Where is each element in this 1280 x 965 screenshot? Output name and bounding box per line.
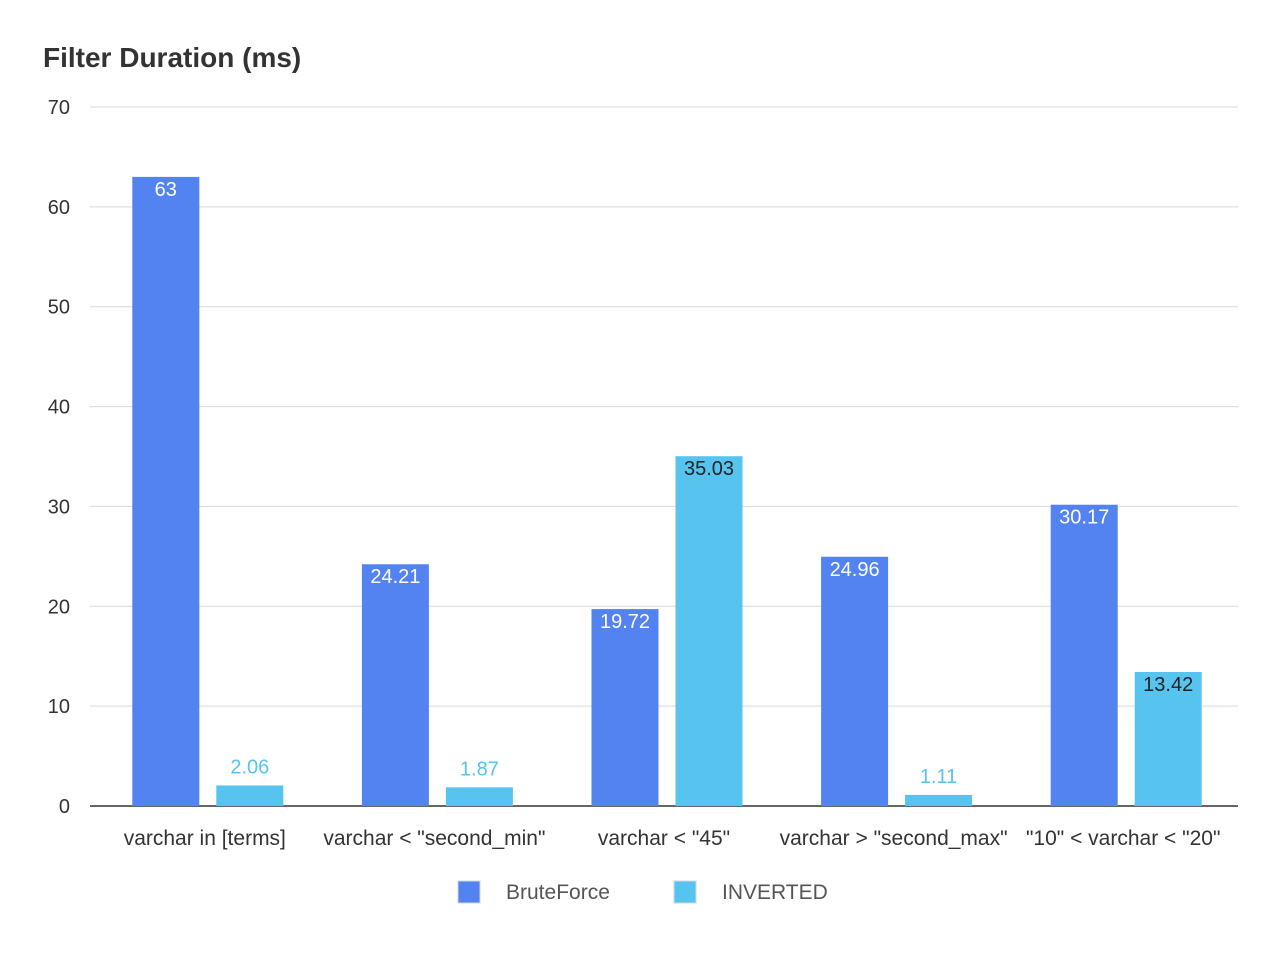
x-tick-label: varchar < "second_min" xyxy=(323,827,545,850)
y-tick-label: 0 xyxy=(59,796,70,818)
y-tick-label: 20 xyxy=(48,596,70,618)
y-tick-label: 40 xyxy=(48,397,70,419)
x-tick-label: varchar < "45" xyxy=(598,827,730,850)
data-label: 24.21 xyxy=(370,566,420,588)
bar xyxy=(445,787,513,806)
y-tick-label: 70 xyxy=(48,97,70,119)
bar xyxy=(905,794,973,806)
legend-swatch xyxy=(673,880,697,904)
data-label: 63 xyxy=(155,179,177,201)
y-tick-label: 60 xyxy=(48,197,70,219)
bar xyxy=(675,456,743,806)
bar xyxy=(216,785,284,806)
bar xyxy=(132,176,200,806)
legend-label: INVERTED xyxy=(722,881,828,904)
x-tick-label: varchar > "second_max" xyxy=(780,827,1008,850)
data-label: 19.72 xyxy=(600,611,650,633)
y-tick-label: 10 xyxy=(48,696,70,718)
y-tick-label: 30 xyxy=(48,496,70,518)
bar xyxy=(591,609,659,806)
data-label: 30.17 xyxy=(1059,507,1109,529)
data-label: 35.03 xyxy=(684,458,734,480)
data-label: 13.42 xyxy=(1143,674,1193,696)
x-tick-label: "10" < varchar < "20" xyxy=(1026,827,1220,850)
data-label: 1.11 xyxy=(920,766,957,788)
data-label: 24.96 xyxy=(830,559,880,581)
x-tick-label: varchar in [terms] xyxy=(124,827,286,850)
bar xyxy=(821,556,889,806)
legend-swatch xyxy=(457,880,481,904)
chart-title: Filter Duration (ms) xyxy=(43,42,302,73)
bar xyxy=(1134,671,1202,806)
data-label: 1.87 xyxy=(460,758,499,780)
data-label: 2.06 xyxy=(230,756,269,778)
legend-label: BruteForce xyxy=(506,881,610,904)
y-tick-label: 50 xyxy=(48,297,70,319)
bar xyxy=(1050,504,1118,806)
bar xyxy=(361,564,429,806)
